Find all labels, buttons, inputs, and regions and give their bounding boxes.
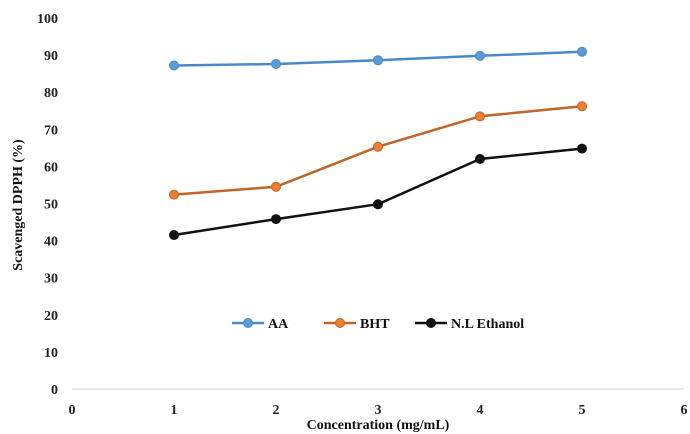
y-tick-label: 90 — [44, 49, 58, 64]
data-point — [577, 101, 587, 112]
y-tick-label: 20 — [44, 309, 58, 324]
y-axis-title: Scavenged DPPH (%) — [11, 139, 26, 271]
y-tick-label: 0 — [51, 383, 58, 398]
data-point — [577, 143, 587, 154]
data-point — [373, 199, 383, 210]
series-line — [173, 147, 583, 237]
x-tick-label: 1 — [171, 403, 178, 418]
series-1 — [169, 46, 587, 71]
data-point — [169, 189, 179, 200]
data-point — [475, 153, 485, 164]
legend-label: AA — [268, 317, 289, 332]
data-point — [169, 60, 179, 71]
y-tick-label: 80 — [44, 86, 58, 101]
data-point — [271, 59, 281, 70]
series-2 — [169, 101, 587, 200]
y-tick-label: 10 — [44, 346, 58, 361]
y-tick-label: 100 — [37, 12, 58, 27]
y-axis-ticks: 0 10 20 30 40 50 60 70 80 90 100 — [37, 12, 58, 398]
y-tick-label: 60 — [44, 160, 58, 175]
x-axis-ticks: 0 1 2 3 4 5 6 — [69, 403, 688, 418]
legend-label: BHT — [360, 317, 390, 332]
y-tick-label: 50 — [44, 198, 58, 213]
x-tick-label: 3 — [375, 403, 382, 418]
data-point — [169, 230, 179, 241]
legend-item: N.L Ethanol — [415, 317, 524, 332]
y-tick-label: 40 — [44, 235, 58, 250]
x-tick-label: 5 — [579, 403, 586, 418]
data-point — [271, 181, 281, 192]
x-tick-label: 6 — [681, 403, 688, 418]
legend-marker — [335, 318, 345, 328]
data-point — [577, 46, 587, 57]
legend-marker — [426, 318, 436, 328]
x-axis-title: Concentration (mg/mL) — [307, 418, 450, 433]
data-point — [475, 50, 485, 61]
series-layer — [169, 46, 587, 241]
y-tick-label: 30 — [44, 272, 58, 287]
data-point — [271, 214, 281, 225]
x-tick-label: 4 — [477, 403, 484, 418]
legend-label: N.L Ethanol — [451, 317, 524, 332]
x-tick-label: 0 — [69, 403, 76, 418]
data-point — [373, 55, 383, 66]
x-tick-label: 2 — [273, 403, 280, 418]
series-3 — [169, 143, 587, 241]
legend-item: AA — [232, 317, 289, 332]
legend-item: BHT — [324, 317, 390, 332]
data-point — [373, 141, 383, 152]
legend: AA BHT N.L Ethanol — [232, 317, 524, 332]
legend-marker — [243, 318, 253, 328]
y-tick-label: 70 — [44, 123, 58, 138]
data-point — [475, 111, 485, 122]
